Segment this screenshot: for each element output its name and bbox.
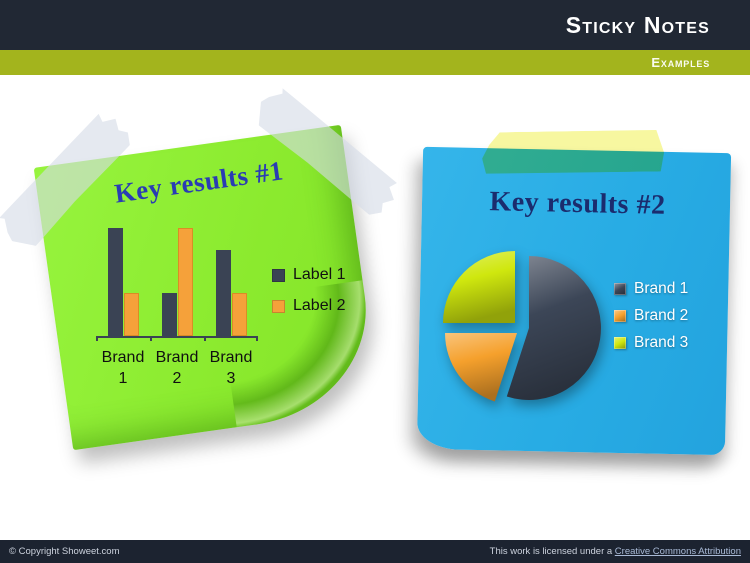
bar-plot [96,226,258,341]
note2-title: Key results #2 [489,186,666,221]
page-title: Sticky Notes [565,11,710,38]
legend-swatch-icon [272,268,285,282]
license-link[interactable]: Creative Commons Attribution [614,546,741,557]
axis-tick [96,336,98,341]
legend-item-brand-3: Brand 3 [614,334,688,352]
legend-swatch-icon [272,299,285,313]
page-subtitle: Examples [651,55,710,70]
pie-slice-brand-3 [443,251,515,323]
subtitle-bar: Examples [0,50,750,75]
legend-item-label-1: Label 1 [272,266,346,284]
pie-slice-brand-1 [506,256,601,400]
pie-chart [443,251,601,402]
pie-legend: Brand 1 Brand 2 Brand 3 [614,280,688,352]
footer-bar: © Copyright Showeet.com This work is lic… [0,540,750,563]
legend-label: Label 1 [293,266,346,283]
license-line: This work is licensed under a Creative C… [490,546,741,557]
legend-swatch-icon [614,310,626,322]
axis-tick [150,336,152,341]
legend-item-brand-2: Brand 2 [614,307,688,325]
axis-tick [256,336,258,341]
license-text: This work is licensed under a [489,546,613,557]
bar-categories: Brand 1 Brand 2 Brand 3 [96,347,258,389]
legend-swatch-icon [614,283,626,295]
legend-swatch-icon [614,337,626,349]
copyright-text: © Copyright Showeet.com [9,546,120,557]
bar-label-2-brand-2 [177,228,193,336]
category-label: Brand 3 [209,349,253,387]
bar-label-2-brand-1 [123,292,139,336]
legend-label: Brand 3 [634,334,689,351]
bar-label-1-brand-2 [161,292,177,336]
legend-label: Label 2 [293,297,346,314]
legend-item-brand-1: Brand 1 [614,280,688,298]
axis-tick [204,336,206,341]
tape-yellow-icon [482,129,665,174]
bar-legend: Label 1 Label 2 [272,266,346,315]
legend-item-label-2: Label 2 [272,297,346,315]
bar-label-2-brand-3 [231,292,247,336]
bar-label-1-brand-3 [215,249,231,336]
category-label: Brand 1 [101,349,145,387]
legend-label: Brand 2 [634,307,689,324]
pie-slice-brand-2 [445,333,517,402]
bar-chart: Brand 1 Brand 2 Brand 3 [96,226,258,406]
bar-label-1-brand-1 [107,228,123,336]
legend-label: Brand 1 [634,280,689,297]
category-label: Brand 2 [155,349,199,387]
header-bar: Sticky Notes [0,0,750,50]
